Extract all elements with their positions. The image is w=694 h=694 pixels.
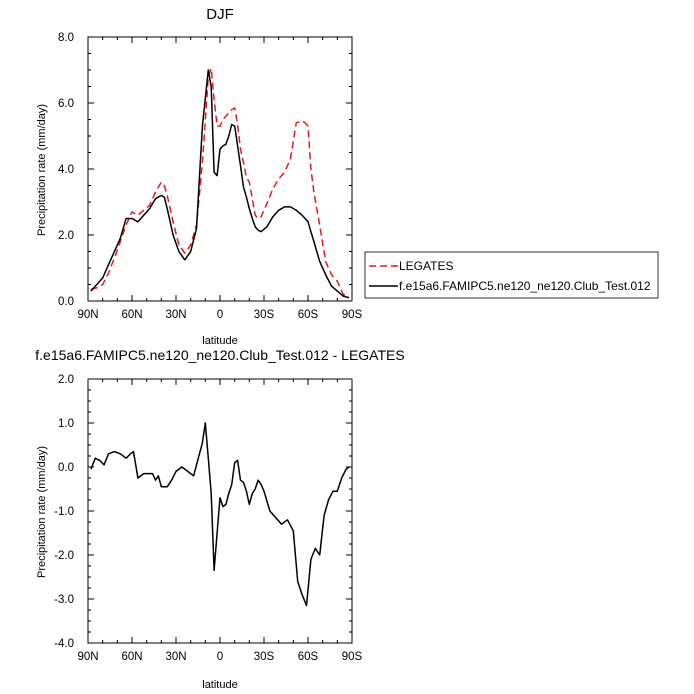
top-chart-title: DJF — [206, 6, 234, 23]
top-chart-series — [90, 67, 350, 299]
x-tick-label: 60S — [298, 651, 319, 663]
bottom-chart-title: f.e15a6.FAMIPC5.ne120_ne120.Club_Test.01… — [35, 347, 404, 363]
bottom-chart-series — [90, 422, 350, 607]
x-tick-label: 0 — [217, 309, 223, 321]
series-line-bottom-0 — [90, 422, 350, 607]
top-chart-x-axis-label: latitude — [202, 335, 237, 347]
x-tick-label: 30N — [165, 309, 186, 321]
legend-box — [364, 251, 659, 299]
y-tick-label: -2.0 — [54, 550, 74, 562]
series-line-top-1 — [90, 69, 350, 299]
x-tick-label: 30N — [165, 651, 186, 663]
x-tick-label: 90N — [77, 651, 98, 663]
top-chart-ticks: 90N 60N 30N 0 30S 60S 90S 0.0 2.0 4.0 6.0 8.0 — [58, 32, 363, 321]
y-tick-label: 0.0 — [58, 296, 74, 308]
top-chart-plot-frame — [87, 36, 353, 302]
x-tick-label: 90S — [342, 309, 363, 321]
bottom-chart-plot-frame — [87, 378, 353, 644]
legend-label-model: f.e15a6.FAMIPC5.ne120_ne120.Club_Test.01… — [399, 279, 651, 293]
y-tick-label: -1.0 — [54, 506, 74, 518]
y-tick-label: 8.0 — [58, 32, 74, 44]
legend: LEGATES f.e15a6.FAMIPC5.ne120_ne120.Club… — [364, 251, 659, 299]
y-tick-label: 1.0 — [58, 418, 74, 430]
x-tick-label: 90N — [77, 309, 98, 321]
y-tick-label: 6.0 — [58, 98, 74, 110]
y-tick-label: 2.0 — [58, 230, 74, 242]
series-line-top-0 — [90, 67, 350, 299]
bottom-chart: f.e15a6.FAMIPC5.ne120_ne120.Club_Test.01… — [35, 347, 404, 691]
bottom-chart-y-axis-label: Precipitation rate (mm/day) — [36, 446, 48, 578]
y-tick-label: -4.0 — [54, 638, 74, 650]
bottom-chart-x-axis-label: latitude — [202, 679, 237, 691]
x-tick-label: 90S — [342, 651, 363, 663]
x-tick-label: 30S — [254, 309, 275, 321]
x-tick-label: 60N — [121, 651, 142, 663]
y-tick-label: 4.0 — [58, 164, 74, 176]
bottom-chart-ticks: 90N 60N 30N 0 30S 60S 90S -4.0 -3.0 -2.0 -1.0 0.0 1.… — [54, 374, 362, 663]
x-tick-label: 30S — [254, 651, 275, 663]
x-tick-label: 0 — [217, 651, 223, 663]
y-tick-label: -3.0 — [54, 594, 74, 606]
top-chart-y-axis-label: Precipitation rate (mm/day) — [36, 104, 48, 236]
x-tick-label: 60S — [298, 309, 319, 321]
y-tick-label: 0.0 — [58, 462, 74, 474]
x-tick-label: 60N — [121, 309, 142, 321]
legend-label-legates: LEGATES — [399, 259, 453, 273]
y-tick-label: 2.0 — [58, 374, 74, 386]
top-chart: DJF Precipitation rate (mm/day) latitude… — [36, 6, 363, 347]
